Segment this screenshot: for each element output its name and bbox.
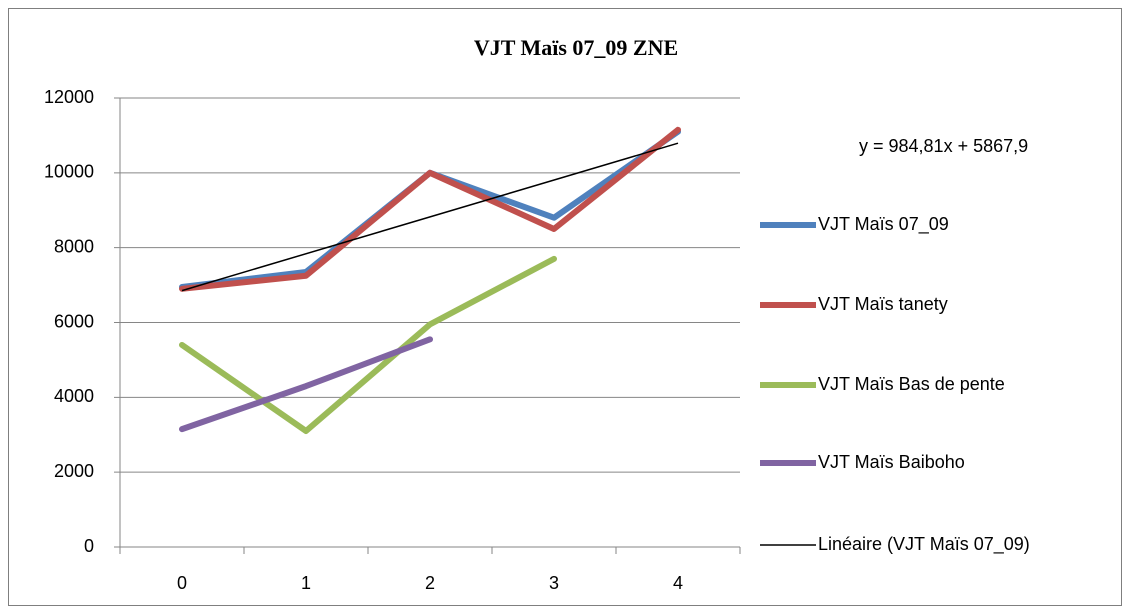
- legend-label: VJT Maïs tanety: [818, 294, 948, 314]
- trend-equation: y = 984,81x + 5867,9: [859, 136, 1028, 156]
- legend-label: Linéaire (VJT Maïs 07_09): [818, 534, 1030, 555]
- chart-title: VJT Maïs 07_09 ZNE: [474, 35, 678, 60]
- y-tick-label: 0: [84, 536, 94, 556]
- chart-border: [8, 8, 1122, 606]
- y-tick-label: 4000: [54, 386, 94, 406]
- x-tick-label: 1: [301, 573, 311, 593]
- x-tick-label: 4: [673, 573, 683, 593]
- y-tick-label: 10000: [44, 162, 94, 182]
- legend-label: VJT Maïs Bas de pente: [818, 374, 1005, 394]
- y-tick-label: 8000: [54, 236, 94, 256]
- y-tick-label: 6000: [54, 311, 94, 331]
- legend-label: VJT Maïs 07_09: [818, 214, 949, 235]
- series-line: [179, 255, 557, 435]
- x-tick-label: 3: [549, 573, 559, 593]
- series-line: [179, 336, 433, 433]
- legend-label: VJT Maïs Baiboho: [818, 452, 965, 472]
- y-tick-label: 2000: [54, 461, 94, 481]
- x-tick-label: 2: [425, 573, 435, 593]
- trend-line: [181, 142, 679, 292]
- x-tick-label: 0: [177, 573, 187, 593]
- y-tick-label: 12000: [44, 87, 94, 107]
- series-line: [179, 126, 681, 292]
